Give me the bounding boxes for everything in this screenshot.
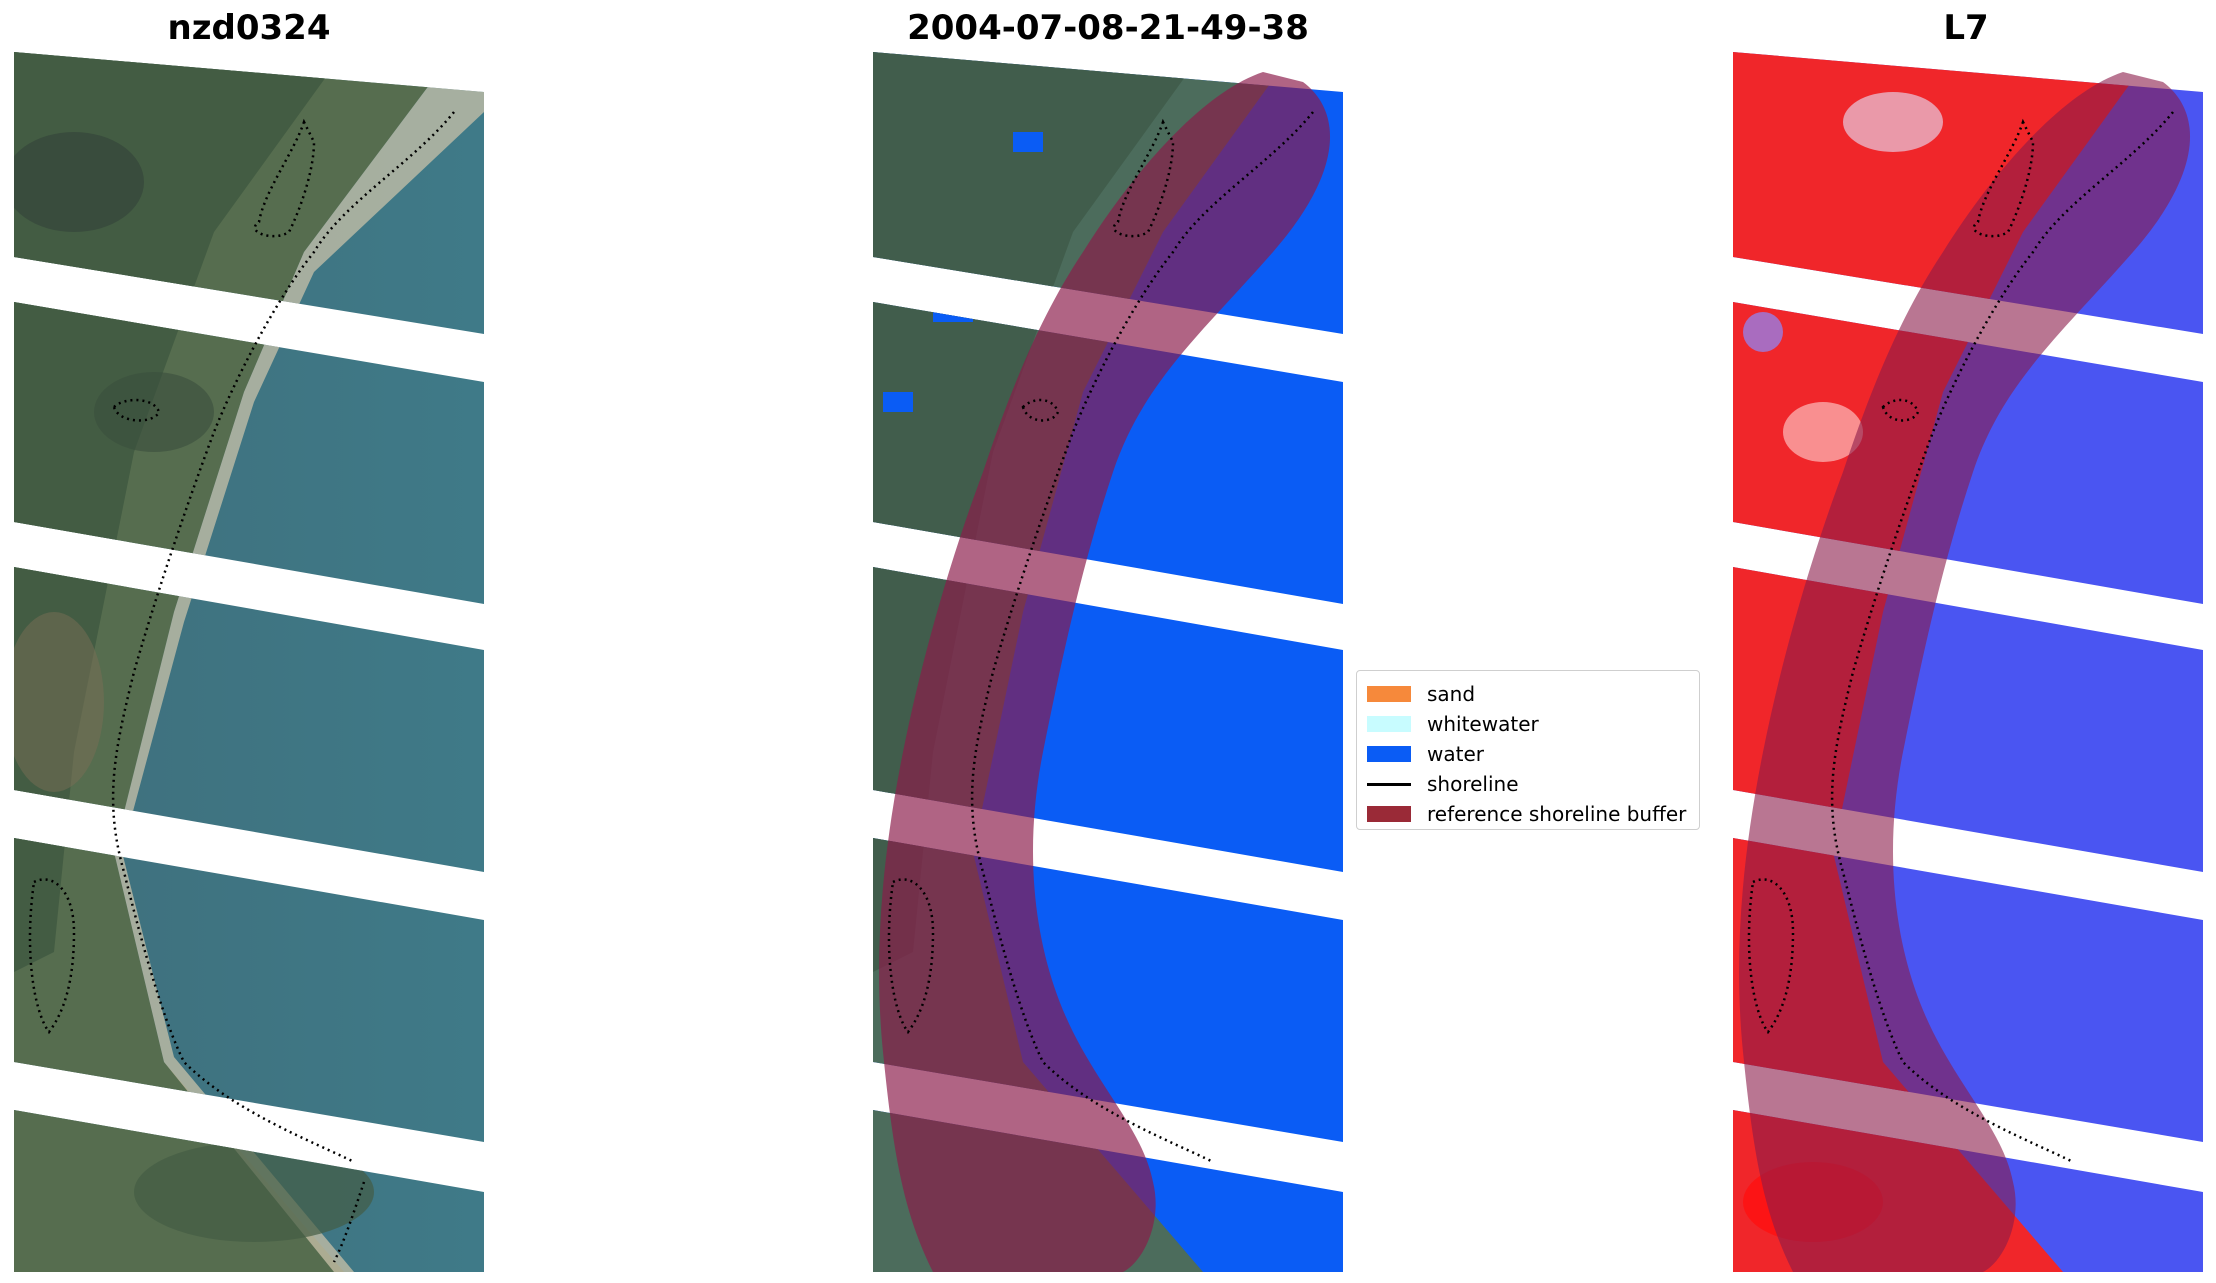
title-rgb: nzd0324 — [167, 8, 331, 48]
title-satellite: L7 — [1943, 8, 1989, 48]
legend: sand whitewater water shoreline referenc… — [1356, 670, 1700, 830]
legend-item-buffer: reference shoreline buffer — [1367, 799, 1689, 829]
mndwi-panel — [1733, 52, 2203, 1272]
legend-item-whitewater: whitewater — [1367, 709, 1689, 739]
rgb-image-panel — [14, 52, 484, 1272]
legend-label: shoreline — [1427, 772, 1519, 796]
water-swatch — [1367, 746, 1411, 762]
shoreline-line-marker — [1367, 782, 1411, 786]
legend-item-water: water — [1367, 739, 1689, 769]
classification-panel — [873, 52, 1343, 1272]
legend-label: water — [1427, 742, 1484, 766]
legend-label: reference shoreline buffer — [1427, 802, 1687, 826]
whitewater-swatch — [1367, 716, 1411, 732]
buffer-swatch — [1367, 806, 1411, 822]
legend-label: sand — [1427, 682, 1476, 706]
legend-item-sand: sand — [1367, 679, 1689, 709]
legend-label: whitewater — [1427, 712, 1539, 736]
title-date: 2004-07-08-21-49-38 — [907, 8, 1309, 48]
sand-swatch — [1367, 686, 1411, 702]
legend-item-shoreline: shoreline — [1367, 769, 1689, 799]
